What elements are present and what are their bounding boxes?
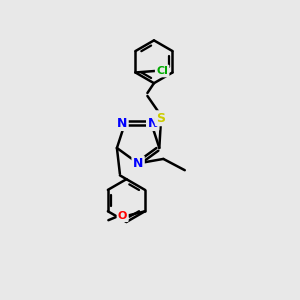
Text: S: S: [156, 112, 165, 125]
Text: N: N: [133, 157, 143, 170]
Text: N: N: [148, 116, 158, 130]
Text: Cl: Cl: [156, 66, 168, 76]
Text: O: O: [118, 211, 128, 221]
Text: N: N: [117, 116, 127, 130]
